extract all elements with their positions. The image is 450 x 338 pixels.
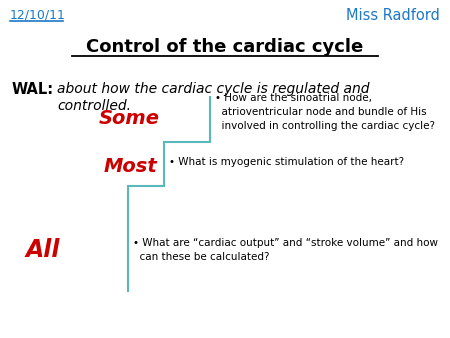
- Text: WAL:: WAL:: [12, 82, 54, 97]
- Text: controlled.: controlled.: [57, 99, 131, 113]
- Text: Most: Most: [103, 156, 157, 175]
- Text: 12/10/11: 12/10/11: [10, 8, 66, 21]
- Text: All: All: [26, 238, 60, 262]
- Text: Miss Radford: Miss Radford: [346, 8, 440, 23]
- Text: about how the cardiac cycle is regulated and: about how the cardiac cycle is regulated…: [57, 82, 369, 96]
- Text: Some: Some: [99, 108, 160, 127]
- Text: • What are “cardiac output” and “stroke volume” and how
  can these be calculate: • What are “cardiac output” and “stroke …: [133, 238, 438, 262]
- Text: • What is myogenic stimulation of the heart?: • What is myogenic stimulation of the he…: [169, 157, 404, 167]
- Text: Control of the cardiac cycle: Control of the cardiac cycle: [86, 38, 364, 56]
- Text: • How are the sinoatrial node,
  atrioventricular node and bundle of His
  invol: • How are the sinoatrial node, atriovent…: [215, 93, 435, 131]
